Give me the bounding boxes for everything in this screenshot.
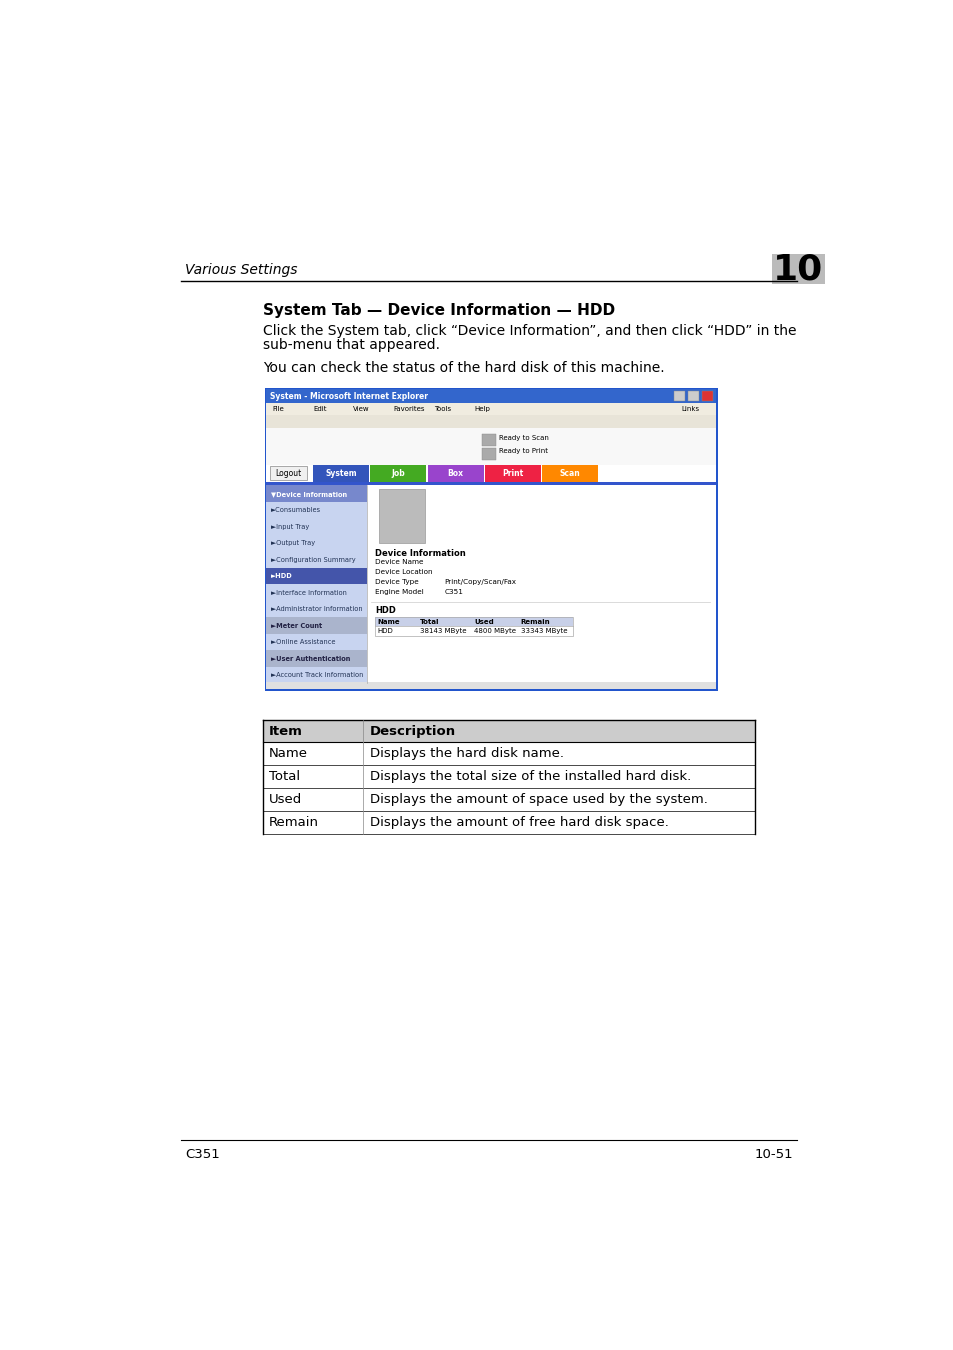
Text: Device Name: Device Name — [375, 559, 423, 566]
Bar — [266, 617, 367, 633]
Text: Favorites: Favorites — [394, 406, 425, 412]
Text: Scan: Scan — [559, 468, 580, 478]
Text: Remain: Remain — [269, 817, 318, 829]
Text: System: System — [325, 468, 356, 478]
Bar — [674, 392, 684, 401]
Bar — [265, 387, 717, 691]
Text: Logout: Logout — [274, 468, 301, 478]
Bar — [266, 651, 367, 667]
Text: ►User Authentication: ►User Authentication — [271, 656, 350, 662]
Text: View: View — [353, 406, 370, 412]
Bar — [375, 626, 572, 636]
Text: Click the System tab, click “Device Information”, and then click “HDD” in the: Click the System tab, click “Device Info… — [262, 324, 796, 338]
Text: Edit: Edit — [313, 406, 326, 412]
Text: Job: Job — [391, 468, 405, 478]
Text: ►Administrator Information: ►Administrator Information — [271, 606, 362, 612]
Text: Total: Total — [269, 769, 299, 783]
Bar — [687, 392, 699, 401]
Bar — [484, 464, 540, 482]
Bar — [262, 811, 754, 834]
Bar — [771, 254, 823, 284]
Text: Displays the total size of the installed hard disk.: Displays the total size of the installed… — [369, 769, 690, 783]
Bar — [262, 741, 754, 765]
Text: Ready to Print: Ready to Print — [498, 448, 547, 454]
Bar — [266, 416, 716, 428]
Bar — [266, 568, 367, 585]
Text: ►HDD: ►HDD — [271, 574, 293, 579]
Text: HDD: HDD — [375, 606, 395, 616]
Text: ►Configuration Summary: ►Configuration Summary — [271, 556, 355, 563]
Text: Name: Name — [269, 747, 308, 760]
Bar — [266, 682, 716, 690]
Text: Links: Links — [680, 406, 699, 412]
Bar — [481, 448, 496, 460]
Bar — [262, 788, 754, 811]
Bar — [270, 466, 307, 481]
Bar — [313, 464, 369, 482]
Text: Total: Total — [419, 618, 439, 625]
Text: ►Meter Count: ►Meter Count — [271, 622, 322, 629]
Bar — [378, 489, 425, 543]
Text: Device Information: Device Information — [375, 548, 465, 558]
Text: ►Consumables: ►Consumables — [271, 508, 321, 513]
Bar — [262, 765, 754, 788]
Bar — [266, 486, 367, 683]
Text: Box: Box — [447, 468, 463, 478]
Text: Tools: Tools — [434, 406, 451, 412]
Text: ►Account Track Information: ►Account Track Information — [271, 672, 363, 678]
Text: ▼Device Information: ▼Device Information — [271, 490, 347, 497]
Text: ►Output Tray: ►Output Tray — [271, 540, 314, 547]
Text: System Tab — Device Information — HDD: System Tab — Device Information — HDD — [262, 302, 614, 317]
Text: 33343 MByte: 33343 MByte — [520, 628, 567, 634]
Text: Device Type: Device Type — [375, 579, 418, 586]
Text: Used: Used — [269, 792, 302, 806]
Text: System - Microsoft Internet Explorer: System - Microsoft Internet Explorer — [270, 392, 428, 401]
Bar — [375, 617, 572, 626]
Text: Name: Name — [377, 618, 399, 625]
Text: 10-51: 10-51 — [754, 1148, 793, 1161]
Bar — [266, 389, 716, 404]
Text: File: File — [273, 406, 284, 412]
Bar — [427, 464, 483, 482]
Text: ►Input Tray: ►Input Tray — [271, 524, 309, 529]
Text: C351: C351 — [185, 1148, 219, 1161]
Text: 10: 10 — [772, 252, 822, 286]
Text: ►Online Assistance: ►Online Assistance — [271, 639, 335, 645]
Text: 38143 MByte: 38143 MByte — [419, 628, 466, 634]
Text: Used: Used — [474, 618, 494, 625]
Text: Description: Description — [369, 725, 456, 737]
Text: Various Settings: Various Settings — [185, 263, 297, 277]
Text: Displays the amount of space used by the system.: Displays the amount of space used by the… — [369, 792, 707, 806]
Bar — [701, 392, 712, 401]
Text: 4800 MByte: 4800 MByte — [474, 628, 516, 634]
Text: Ready to Scan: Ready to Scan — [498, 436, 548, 441]
Text: sub-menu that appeared.: sub-menu that appeared. — [262, 338, 439, 351]
Bar — [266, 389, 716, 690]
Bar — [266, 404, 716, 416]
Text: Remain: Remain — [520, 618, 550, 625]
Text: Help: Help — [474, 406, 490, 412]
Text: HDD: HDD — [377, 628, 393, 634]
Text: Device Location: Device Location — [375, 570, 432, 575]
Text: Print/Copy/Scan/Fax: Print/Copy/Scan/Fax — [444, 579, 517, 586]
Bar — [375, 617, 572, 636]
Text: C351: C351 — [444, 590, 463, 595]
Bar — [370, 464, 426, 482]
Bar — [266, 482, 716, 486]
Bar — [481, 433, 496, 446]
Bar — [266, 486, 367, 502]
Bar — [542, 464, 598, 482]
Text: Item: Item — [269, 725, 302, 737]
Text: Displays the amount of free hard disk space.: Displays the amount of free hard disk sp… — [369, 817, 668, 829]
Text: Displays the hard disk name.: Displays the hard disk name. — [369, 747, 563, 760]
Text: You can check the status of the hard disk of this machine.: You can check the status of the hard dis… — [262, 360, 663, 375]
Text: Engine Model: Engine Model — [375, 590, 423, 595]
Bar — [266, 428, 716, 464]
Text: Print: Print — [502, 468, 523, 478]
Bar — [262, 721, 754, 741]
Text: ►Interface Information: ►Interface Information — [271, 590, 347, 595]
